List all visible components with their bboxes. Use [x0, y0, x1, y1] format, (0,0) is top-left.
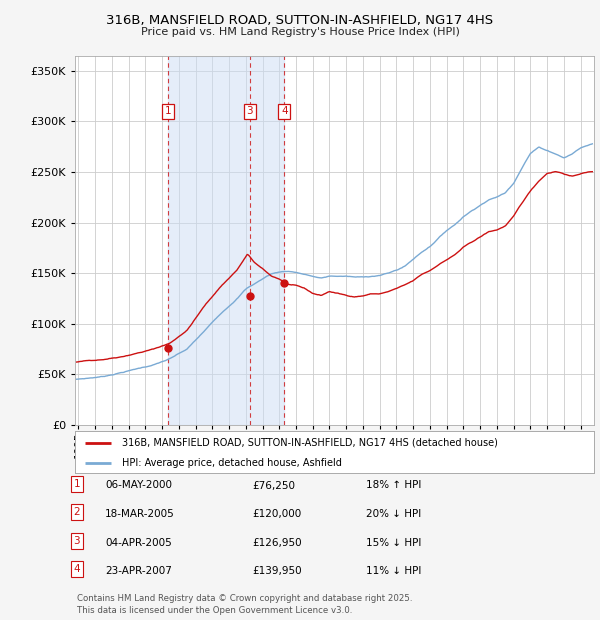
Text: 04-APR-2005: 04-APR-2005 [105, 538, 172, 547]
Text: £120,000: £120,000 [252, 509, 301, 519]
Text: £126,950: £126,950 [252, 538, 302, 547]
Bar [168, 56, 284, 425]
Text: 316B, MANSFIELD ROAD, SUTTON-IN-ASHFIELD, NG17 4HS (detached house): 316B, MANSFIELD ROAD, SUTTON-IN-ASHFIELD… [122, 438, 497, 448]
Text: Contains HM Land Registry data © Crown copyright and database right 2025.
This d: Contains HM Land Registry data © Crown c… [77, 593, 412, 615]
Text: 3: 3 [247, 107, 253, 117]
Text: 1: 1 [73, 479, 80, 489]
Text: 2: 2 [73, 507, 80, 517]
Text: 06-MAY-2000: 06-MAY-2000 [105, 480, 172, 490]
Text: 18% ↑ HPI: 18% ↑ HPI [366, 480, 421, 490]
Text: £76,250: £76,250 [252, 480, 295, 490]
Text: £139,950: £139,950 [252, 566, 302, 576]
Text: 11% ↓ HPI: 11% ↓ HPI [366, 566, 421, 576]
Text: 4: 4 [73, 564, 80, 574]
Text: 316B, MANSFIELD ROAD, SUTTON-IN-ASHFIELD, NG17 4HS: 316B, MANSFIELD ROAD, SUTTON-IN-ASHFIELD… [106, 14, 494, 27]
Text: 1: 1 [165, 107, 172, 117]
Text: 20% ↓ HPI: 20% ↓ HPI [366, 509, 421, 519]
Text: Price paid vs. HM Land Registry's House Price Index (HPI): Price paid vs. HM Land Registry's House … [140, 27, 460, 37]
Text: 3: 3 [73, 536, 80, 546]
Text: 23-APR-2007: 23-APR-2007 [105, 566, 172, 576]
Text: HPI: Average price, detached house, Ashfield: HPI: Average price, detached house, Ashf… [122, 458, 341, 467]
Text: 4: 4 [281, 107, 287, 117]
Text: 18-MAR-2005: 18-MAR-2005 [105, 509, 175, 519]
Text: 15% ↓ HPI: 15% ↓ HPI [366, 538, 421, 547]
